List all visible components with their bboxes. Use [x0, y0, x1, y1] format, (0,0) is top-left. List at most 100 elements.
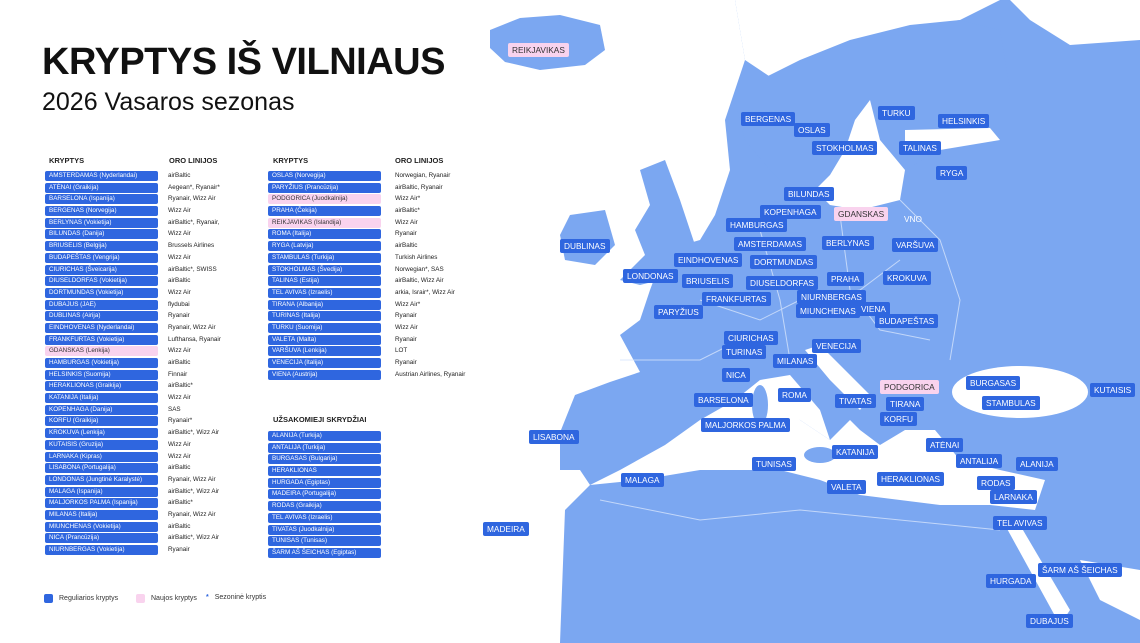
city-label: NIURNBERGAS — [797, 290, 866, 304]
airlines-text: airBaltic, Wizz Air — [395, 277, 444, 285]
destination-badge: BERGENAS (Norvegija) — [45, 206, 158, 217]
destination-badge: TEL AVIVAS (Izraelis) — [268, 287, 381, 298]
destination-badge: TIVATAS (Juodkalnija) — [268, 524, 381, 535]
city-label: ANTALIJA — [956, 454, 1003, 468]
destination-badge: RYGA (Latvija) — [268, 241, 381, 252]
city-label: TIVATAS — [835, 394, 876, 408]
airlines-text: Ryanair, Wizz Air — [168, 475, 216, 483]
airlines-text: Wizz Air — [168, 230, 191, 238]
airlines-text: Austrian Airlines, Ryanair — [395, 370, 466, 378]
destination-badge: DIUSELDORFAS (Vokietija) — [45, 276, 158, 287]
page-subtitle: 2026 Vasaros sezonas — [42, 88, 295, 116]
airlines-text: airBaltic — [168, 172, 191, 179]
airlines-text: airBaltic — [168, 359, 191, 366]
city-label: BILUNDAS — [784, 187, 834, 201]
destination-badge: TEL AVIVAS (Izraelis) — [268, 512, 381, 523]
airlines-text: Ryanair — [395, 359, 417, 366]
destination-badge: KROKUVA (Lenkija) — [45, 428, 158, 439]
airlines-text: Ryanair* — [168, 417, 193, 425]
destination-badge: HERAKLIONAS (Graikija) — [45, 381, 158, 392]
city-label: MILANAS — [773, 354, 818, 368]
city-label: RODAS — [977, 476, 1015, 490]
airlines-text: Wizz Air — [168, 347, 191, 355]
destination-badge: BURGASAS (Bulgarija) — [268, 454, 381, 465]
left-kryptys-header: KRYPTYS — [49, 156, 85, 165]
airlines-text: Ryanair, Wizz Air — [168, 195, 216, 203]
city-label: BURGASAS — [966, 376, 1021, 390]
destination-badge: RODAS (Graikija) — [268, 501, 381, 512]
legend-new: Naujos kryptys — [136, 594, 197, 603]
destination-badge: MILANAS (Italija) — [45, 509, 158, 520]
destination-badge: BRIUSELIS (Belgija) — [45, 241, 158, 252]
city-label: TEL AVIVAS — [993, 516, 1047, 530]
city-label: PARYŽIUS — [654, 305, 703, 319]
destination-badge: KUTAISIS (Gruzija) — [45, 439, 158, 450]
airlines-text: airBaltic — [168, 522, 191, 530]
destination-badge: KATANIJA (Italija) — [45, 393, 158, 404]
destination-badge: DORTMUNDAS (Vokietija) — [45, 287, 158, 298]
airlines-text: SAS — [168, 405, 181, 413]
airlines-text: Brussels Airlines — [168, 242, 215, 250]
destination-badge: TIRANA (Albanija) — [268, 299, 381, 310]
airlines-text: Wizz Air — [168, 253, 191, 261]
city-label: ŠARM AŠ ŠEICHAS — [1038, 563, 1122, 577]
city-label: LONDONAS — [623, 269, 678, 283]
city-label: OSLAS — [794, 123, 830, 137]
city-label: ATĖNAI — [926, 438, 964, 452]
city-label: DUBLINAS — [560, 239, 610, 253]
destination-badge: MIUNCHENAS (Vokietija) — [45, 521, 158, 532]
city-label: KOPENHAGA — [760, 205, 821, 219]
city-label: STOKHOLMAS — [812, 141, 878, 155]
page-title: KRYPTYS IŠ VILNIAUS — [42, 41, 445, 83]
city-label: HERAKLIONAS — [877, 472, 945, 486]
destination-badge: MALJORKOS PALMA (Ispanija) — [45, 498, 158, 509]
airlines-text: Ryanair — [168, 312, 190, 320]
city-label: BERLYNAS — [822, 236, 874, 250]
airlines-text: Ryanair — [395, 230, 417, 238]
city-label: STAMBULAS — [982, 396, 1040, 410]
left-airlines-header: ORO LINIJOS — [169, 156, 218, 165]
destination-badge: VALETA (Malta) — [268, 334, 381, 345]
city-label: EINDHOVENAS — [674, 253, 743, 267]
destination-badge: HELSINKIS (Suomija) — [45, 369, 158, 380]
destination-badge: ŠARM AŠ ŠEICHAS (Egiptas) — [268, 547, 381, 558]
city-label: HURGADA — [986, 574, 1036, 588]
destination-badge: REIKJAVIKAS (Islandija) — [268, 217, 381, 228]
airlines-text: Wizz Air — [168, 440, 191, 448]
destination-badge: ANTALIJA (Turkija) — [268, 442, 381, 453]
airlines-text: LOT — [395, 347, 408, 355]
new-swatch — [136, 594, 145, 603]
city-label: VARŠUVA — [892, 238, 939, 252]
legend-new-label: Naujos kryptys — [151, 595, 197, 602]
airlines-text: airBaltic — [168, 464, 191, 472]
airlines-text: airBaltic* — [395, 207, 420, 215]
airlines-text: Wizz Air — [395, 218, 418, 226]
destination-badge: PRAHA (Čekija) — [268, 206, 381, 217]
airlines-text: Wizz Air — [395, 323, 418, 331]
destination-badge: TURINAS (Italija) — [268, 311, 381, 322]
airlines-text: Turkish Airlines — [395, 253, 438, 261]
city-label: PRAHA — [827, 272, 864, 286]
airlines-text: airBaltic*, Wizz Air — [168, 487, 220, 495]
airlines-text: Aegean*, Ryanair* — [168, 183, 220, 191]
destination-badge: DUBAJUS (JAE) — [45, 299, 158, 310]
destination-badge: LARNAKA (Kipras) — [45, 451, 158, 462]
airlines-text: Ryanair, Wizz Air — [168, 510, 216, 518]
city-label: NICA — [722, 368, 750, 382]
city-label: BERGENAS — [741, 112, 796, 126]
airlines-text: Ryanair — [395, 335, 417, 343]
destination-badge: PODGORICA (Juodkalnija) — [268, 194, 381, 205]
city-label: PODGORICA — [880, 380, 939, 394]
destination-badge: TUNISAS (Tunisas) — [268, 536, 381, 547]
city-label: VENECIJA — [812, 339, 861, 353]
airlines-text: Wizz Air — [168, 288, 191, 296]
destination-badge: HURGADA (Egiptas) — [268, 477, 381, 488]
destination-badge: AMSTERDAMAS (Nyderlandai) — [45, 171, 158, 181]
airlines-text: Wizz Air — [168, 207, 191, 215]
airlines-text: Norwegian, Ryanair — [395, 172, 451, 179]
destination-badge: ROMA (Italija) — [268, 229, 381, 240]
airlines-text: Wizz Air* — [395, 300, 421, 308]
airlines-text: airBaltic*, Wizz Air — [168, 429, 220, 437]
right-kryptys-header: KRYPTYS — [273, 156, 309, 165]
city-label: KROKUVA — [883, 271, 931, 285]
